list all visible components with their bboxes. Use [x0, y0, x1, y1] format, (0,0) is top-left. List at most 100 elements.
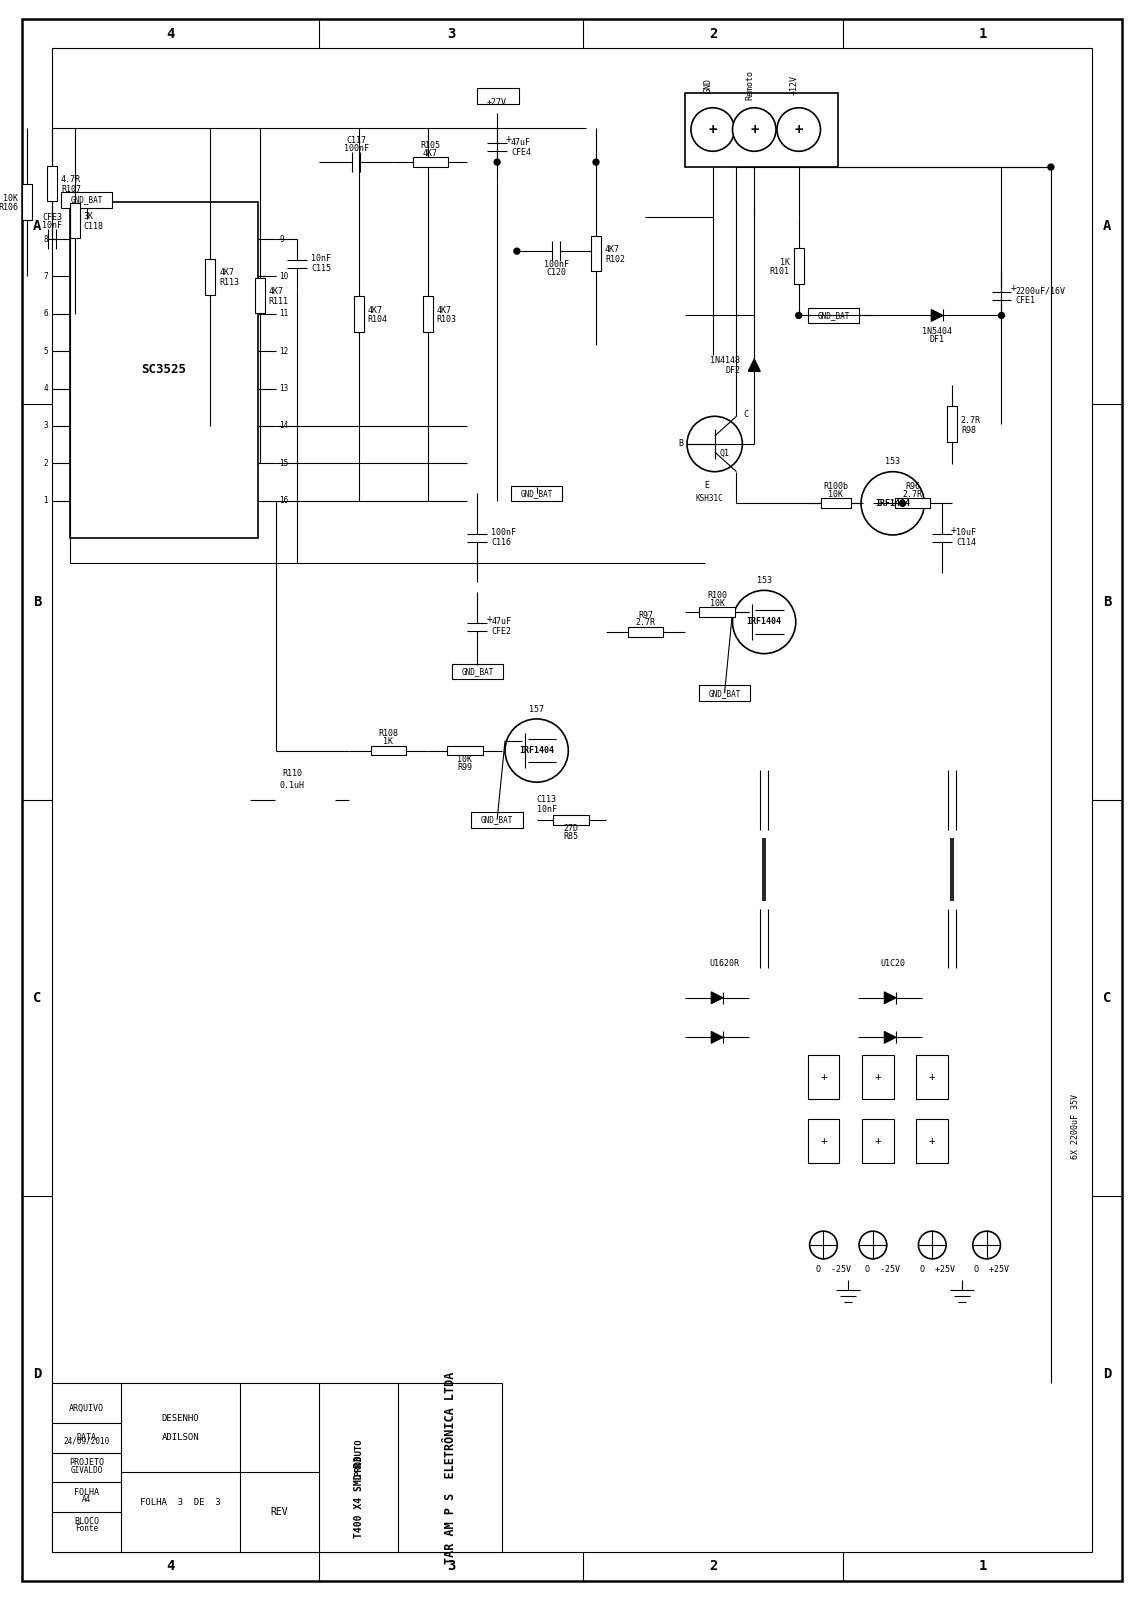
Text: C117: C117: [346, 136, 366, 146]
Text: PROJETO: PROJETO: [69, 1458, 104, 1467]
Text: A4: A4: [83, 1494, 92, 1504]
Text: 4.7R: 4.7R: [61, 174, 82, 184]
Text: R85: R85: [564, 832, 578, 842]
Circle shape: [1048, 165, 1054, 170]
Text: C118: C118: [84, 222, 104, 230]
Text: +: +: [751, 123, 758, 136]
Bar: [353, 296, 363, 331]
Circle shape: [861, 472, 925, 534]
Text: BLOCO: BLOCO: [75, 1517, 100, 1526]
Text: R113: R113: [220, 278, 239, 286]
Text: DF2: DF2: [726, 366, 740, 376]
Bar: [205, 259, 215, 294]
Bar: [627, 627, 663, 637]
Text: 10nF: 10nF: [537, 805, 557, 814]
Bar: [70, 202, 258, 538]
Text: C: C: [1103, 990, 1112, 1005]
Text: DATA: DATA: [77, 1434, 96, 1442]
Text: 1N4148: 1N4148: [711, 357, 740, 365]
Polygon shape: [932, 309, 943, 322]
Text: 13: 13: [280, 384, 289, 394]
Text: ARQUIVO: ARQUIVO: [69, 1403, 104, 1413]
Text: 27D: 27D: [564, 824, 578, 834]
Text: 2: 2: [709, 27, 718, 40]
Circle shape: [777, 107, 821, 152]
Text: REV: REV: [271, 1507, 289, 1517]
Bar: [478, 88, 518, 104]
Text: CFE4: CFE4: [511, 147, 531, 157]
Text: 100nF: 100nF: [491, 528, 516, 538]
Text: 1: 1: [978, 27, 987, 40]
Text: R110: R110: [282, 768, 302, 778]
Text: 10: 10: [280, 272, 289, 282]
Text: 24/09/2010: 24/09/2010: [63, 1437, 110, 1445]
Bar: [685, 93, 839, 166]
Text: 11: 11: [280, 309, 289, 318]
Text: A: A: [33, 219, 42, 234]
Text: R96: R96: [904, 482, 920, 491]
Text: 15: 15: [280, 459, 289, 467]
Text: 4K7: 4K7: [220, 269, 234, 277]
Text: R104: R104: [368, 315, 387, 325]
Text: 10K: 10K: [457, 755, 472, 763]
Text: A: A: [1103, 219, 1112, 234]
Text: 3: 3: [447, 27, 455, 40]
Text: R105: R105: [420, 141, 440, 150]
Text: 3: 3: [43, 421, 49, 430]
Text: GIVALDO: GIVALDO: [70, 1466, 103, 1475]
Bar: [423, 296, 432, 331]
Polygon shape: [711, 992, 723, 1003]
Text: CFE3: CFE3: [42, 213, 62, 222]
Text: DF1: DF1: [929, 334, 945, 344]
Bar: [255, 277, 265, 314]
Text: B: B: [678, 440, 684, 448]
Text: +: +: [929, 1136, 936, 1146]
Text: C120: C120: [547, 269, 566, 277]
Text: +: +: [929, 1072, 936, 1082]
Text: 3K: 3K: [84, 213, 94, 221]
Text: +27V: +27V: [487, 98, 507, 107]
Circle shape: [809, 1230, 838, 1259]
Text: 1: 1: [978, 1560, 987, 1573]
Circle shape: [972, 1230, 1001, 1259]
Text: 153: 153: [756, 576, 772, 586]
Text: ADILSON: ADILSON: [162, 1434, 199, 1442]
Bar: [52, 1384, 503, 1552]
Text: T400 X4 SMD R3: T400 X4 SMD R3: [353, 1456, 363, 1538]
Text: 10K: 10K: [829, 490, 843, 499]
Bar: [591, 235, 601, 272]
Text: 100nF: 100nF: [544, 261, 569, 269]
Text: 4K7: 4K7: [604, 245, 620, 254]
Text: 4K7: 4K7: [368, 306, 383, 315]
Text: +: +: [487, 614, 492, 624]
Text: 6: 6: [43, 309, 49, 318]
Text: O  -25V: O -25V: [865, 1266, 900, 1274]
Text: CFE1: CFE1: [1015, 296, 1036, 306]
Text: R103: R103: [437, 315, 457, 325]
Text: 12: 12: [280, 347, 289, 355]
Text: B: B: [1103, 595, 1112, 610]
Text: DESENHO: DESENHO: [162, 1413, 199, 1422]
Bar: [370, 746, 406, 755]
Text: 9: 9: [280, 235, 284, 243]
Bar: [511, 485, 563, 501]
Bar: [23, 184, 33, 219]
Text: 1K: 1K: [780, 258, 790, 267]
Polygon shape: [748, 358, 761, 371]
Text: 2200uF/16V: 2200uF/16V: [1015, 286, 1065, 296]
Text: O  -25V: O -25V: [816, 1266, 851, 1274]
Circle shape: [505, 718, 568, 782]
Text: 2.7R: 2.7R: [635, 619, 655, 627]
Bar: [863, 1120, 893, 1163]
Polygon shape: [711, 1032, 723, 1043]
Text: 10uF: 10uF: [955, 528, 976, 538]
Text: GND_BAT: GND_BAT: [461, 667, 494, 675]
Text: R107: R107: [61, 184, 82, 194]
Text: R111: R111: [268, 298, 289, 306]
Text: Q1: Q1: [720, 450, 730, 458]
Circle shape: [998, 312, 1004, 318]
Text: R106: R106: [0, 203, 18, 213]
Text: FOLHA: FOLHA: [75, 1488, 100, 1496]
Text: R108: R108: [378, 730, 398, 738]
Circle shape: [796, 312, 801, 318]
